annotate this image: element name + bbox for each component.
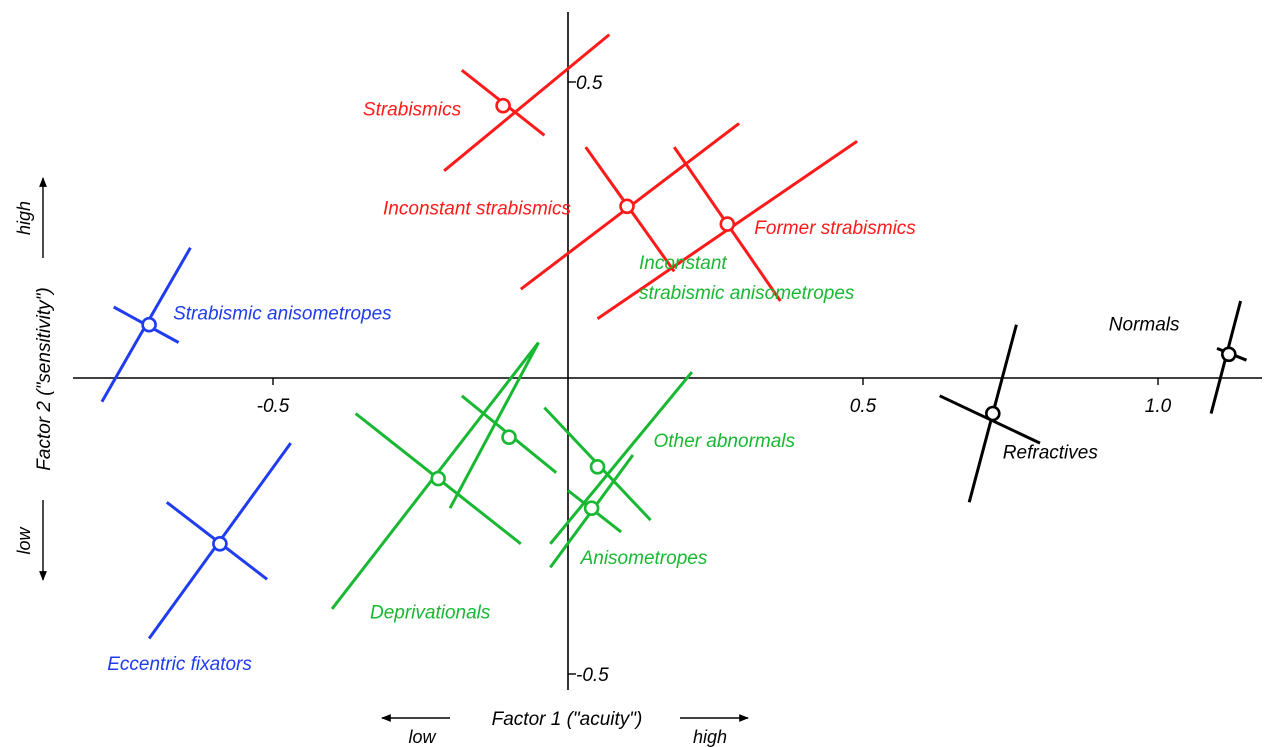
group-other-abnormals xyxy=(543,371,694,545)
strabismic-anisometropes-point xyxy=(141,316,157,333)
y-axis-title-group: Factor 2 ("sensitivity") high low xyxy=(14,177,55,581)
group-strabismics xyxy=(443,33,611,172)
normals-label: Normals xyxy=(1109,314,1180,335)
y-tick-label: -0.5 xyxy=(576,665,609,686)
inconstant-strabismics-point xyxy=(619,198,635,215)
strabismic-anisometropes-label: Strabismic anisometropes xyxy=(173,304,392,325)
x-high-label: high xyxy=(693,727,727,747)
x-axis-title-group: Factor 1 ("acuity") low high xyxy=(381,709,749,747)
inconstant-strabismic-anisometropes-point xyxy=(501,429,517,446)
inconstant-strabismics-label-line: Inconstant strabismics xyxy=(383,198,571,219)
group-anisometropes xyxy=(549,454,635,569)
group-labels: Strabismics Inconstant strabismics Former … xyxy=(107,100,1180,675)
strabismics-label-line: Strabismics xyxy=(363,100,462,121)
group-inconstant-strabismic-anisometropes xyxy=(448,341,558,509)
y-low-label: low xyxy=(14,526,34,554)
data-groups xyxy=(100,33,1248,640)
x-tick-label: -0.5 xyxy=(257,396,290,417)
refractives-label-line: Refractives xyxy=(1003,443,1099,464)
other-abnormals-label: Other abnormals xyxy=(654,431,796,452)
other-abnormals-axis-bar-1 xyxy=(549,371,694,545)
inconstant-strabismic-anisometropes-label: Inconstant strabismic anisometropes xyxy=(639,253,855,304)
other-abnormals-point xyxy=(589,458,606,475)
x-axis-ticks: -0.5 0.5 1.0 xyxy=(257,378,1172,417)
group-inconstant-strabismics xyxy=(519,122,741,291)
y-tick-label: 0.5 xyxy=(576,73,603,94)
deprivationals-label-line: Deprivationals xyxy=(370,603,491,624)
normals-label-line: Normals xyxy=(1109,314,1180,335)
refractives-label: Refractives xyxy=(1003,443,1099,464)
eccentric-fixators-point xyxy=(212,535,228,552)
group-eccentric-fixators xyxy=(147,442,292,640)
strabismics-axis-bar-1 xyxy=(443,33,611,172)
y-high-label: high xyxy=(14,201,34,235)
anisometropes-label-line: Anisometropes xyxy=(580,548,708,569)
x-low-label: low xyxy=(408,727,436,747)
y-axis-title: Factor 2 ("sensitivity") xyxy=(34,287,55,470)
inconstant-strabismics-label: Inconstant strabismics xyxy=(383,198,571,219)
group-normals xyxy=(1209,300,1248,414)
x-axis-title: Factor 1 ("acuity") xyxy=(492,709,643,730)
y-axis-ticks: 0.5 -0.5 xyxy=(568,73,609,686)
eccentric-fixators-label: Eccentric fixators xyxy=(107,654,252,675)
deprivationals-point xyxy=(430,470,447,487)
deprivationals-label: Deprivationals xyxy=(370,603,491,624)
group-former-strabismics xyxy=(596,139,858,321)
inconstant-strabismic-anisometropes-label-line: strabismic anisometropes xyxy=(639,283,855,304)
eccentric-fixators-label-line: Eccentric fixators xyxy=(107,654,252,675)
group-strabismic-anisometropes xyxy=(100,247,192,403)
group-deprivationals xyxy=(330,341,540,610)
former-strabismics-label: Former strabismics xyxy=(754,218,916,239)
refractives-point xyxy=(984,405,1001,422)
former-strabismics-label-line: Former strabismics xyxy=(754,218,916,239)
anisometropes-label: Anisometropes xyxy=(580,548,708,569)
anisometropes-point xyxy=(583,500,600,517)
strabismics-label: Strabismics xyxy=(363,100,462,121)
group-refractives xyxy=(939,324,1041,503)
strabismic-anisometropes-label-line: Strabismic anisometropes xyxy=(173,304,392,325)
x-tick-label: 0.5 xyxy=(850,396,877,417)
strabismics-point xyxy=(495,97,511,114)
former-strabismics-point xyxy=(719,216,736,232)
x-tick-label: 1.0 xyxy=(1145,396,1172,417)
other-abnormals-label-line: Other abnormals xyxy=(654,431,796,452)
inconstant-strabismic-anisometropes-label-line: Inconstant xyxy=(639,253,727,274)
inconstant-strabismic-anisometropes-axis-bar-1 xyxy=(448,341,540,509)
normals-point xyxy=(1221,346,1237,363)
